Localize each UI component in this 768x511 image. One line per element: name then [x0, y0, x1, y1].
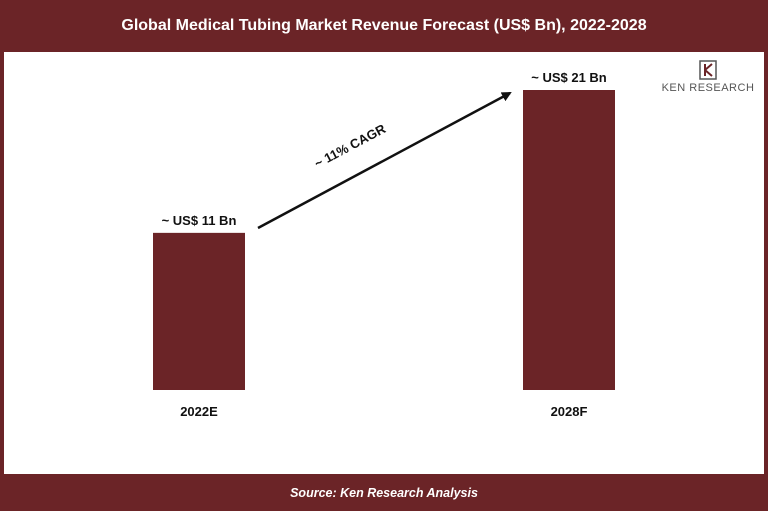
bars-group [153, 90, 615, 390]
source-text: Source: Ken Research Analysis [290, 485, 478, 500]
bar-2022e [153, 232, 245, 390]
logo-text: KEN RESEARCH [661, 82, 755, 94]
tick-label-2028f: 2028F [551, 404, 588, 419]
bar-2028f [523, 90, 615, 390]
tick-label-2022e: 2022E [180, 404, 218, 419]
chart-title-bar: Global Medical Tubing Market Revenue For… [0, 0, 768, 52]
labels-group: ~ US$ 11 Bn 2022E ~ US$ 21 Bn 2028F [162, 70, 607, 419]
data-label-2028f: ~ US$ 21 Bn [531, 70, 607, 85]
source-bar: Source: Ken Research Analysis [0, 474, 768, 511]
data-label-2022e: ~ US$ 11 Bn [162, 213, 237, 228]
ken-research-logo-icon [699, 60, 717, 80]
cagr-arrow [257, 91, 512, 230]
chart-title: Global Medical Tubing Market Revenue For… [121, 17, 647, 34]
chart-panel [4, 52, 764, 474]
ken-research-logo: KEN RESEARCH [656, 60, 760, 98]
